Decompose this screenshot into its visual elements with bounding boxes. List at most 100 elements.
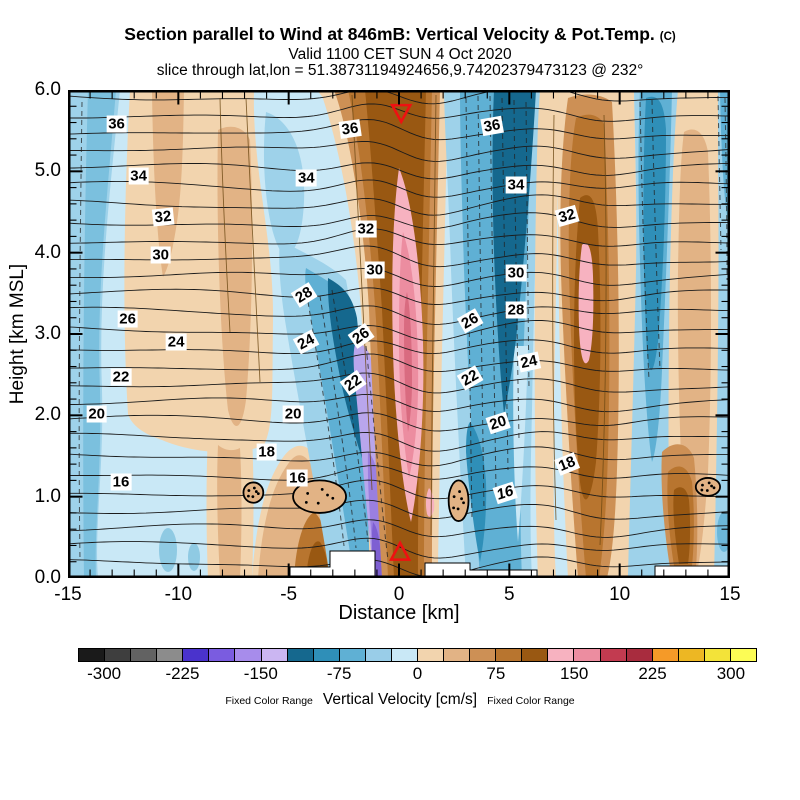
stipple-dot	[316, 501, 320, 505]
x-tick-label: -15	[54, 584, 82, 605]
stipple-dot	[331, 496, 335, 500]
stipple-dot	[456, 507, 460, 511]
x-tick-label: 10	[609, 584, 631, 605]
colorbar-segment	[261, 649, 288, 661]
colorbar-segment	[418, 649, 445, 661]
stipple-dot	[705, 489, 709, 492]
isentrope-line	[68, 305, 729, 325]
triangle-up-marker-icon	[388, 540, 412, 561]
title-units-suffix: (C)	[659, 31, 676, 43]
title-text: Section parallel to Wind at 846mB: Verti…	[124, 24, 655, 44]
stipple-dot	[326, 493, 329, 497]
colorbar-segment	[470, 649, 497, 661]
isentrope-line	[68, 372, 729, 394]
colorbar-segment	[235, 649, 262, 661]
colorbar-tick-label: 75	[486, 664, 506, 683]
stipple-dot	[251, 495, 255, 499]
isentrope-line	[68, 141, 729, 162]
cross-section-plot	[68, 90, 730, 578]
colorbar-segment	[496, 649, 523, 661]
colorbar-segment	[157, 649, 184, 661]
stipple-dot	[246, 494, 250, 498]
isentrope-line	[68, 465, 729, 481]
colorbar-segment	[626, 649, 653, 661]
isentrope-line	[68, 103, 729, 122]
fixed-color-range-label-right: Fixed Color Range	[487, 695, 575, 707]
colorbar-segment	[391, 649, 419, 661]
slice-coords-subtitle: slice through lat,lon = 51.3873119492465…	[156, 62, 644, 79]
axis-ticks	[68, 90, 730, 578]
colorbar-tick-label: -225	[165, 664, 200, 683]
colorbar-title: Vertical Velocity [cm/s]	[322, 691, 478, 708]
stipple-dot	[701, 483, 704, 487]
colorbar-segment	[444, 649, 471, 661]
colorbar-segment	[131, 649, 158, 661]
plot-frame	[68, 90, 730, 578]
isentrope-line	[68, 119, 728, 141]
wind-parcel-markers	[388, 103, 413, 561]
isentrope-line	[68, 479, 729, 500]
colorbar-segment	[183, 649, 210, 661]
colorbar-swatches	[79, 649, 757, 661]
isentrope-line	[68, 212, 729, 230]
colorbar-tick-label: -150	[243, 664, 278, 683]
fixed-color-range-label-left: Fixed Color Range	[225, 695, 313, 707]
cloud-stipple-blob	[292, 479, 347, 514]
stipple-dot	[304, 500, 308, 504]
y-axis-title: Height [km MSL]	[7, 263, 28, 405]
colorbar-segment	[652, 649, 679, 661]
stipple-dot	[460, 497, 463, 501]
isentrope-lines	[68, 90, 729, 578]
isentrope-line	[68, 228, 729, 247]
x-tick-label: 5	[504, 584, 515, 605]
isentrope-line	[68, 179, 729, 198]
velocity-fill-bands	[68, 90, 730, 578]
cloud-stipple-blob	[447, 479, 470, 522]
stipple-dot	[256, 492, 260, 496]
stipple-dot	[700, 488, 704, 492]
isentrope-line	[68, 446, 728, 467]
stipple-dot	[462, 501, 465, 505]
isentrope-line	[68, 412, 729, 432]
y-tick-label: 3.0	[34, 323, 61, 344]
isentrope-line	[68, 519, 729, 538]
cloud-stipple-regions	[242, 477, 721, 522]
velocity-contour-lines	[78, 94, 728, 561]
isentrope-line	[68, 162, 729, 180]
triangle-down-marker-icon	[390, 103, 413, 125]
stipple-dot	[707, 481, 711, 485]
colorbar	[78, 648, 757, 662]
plot-canvas	[68, 90, 730, 578]
y-tick-label: 6.0	[34, 79, 61, 100]
colorbar-tick-label: 0	[412, 664, 423, 683]
isentrope-line	[68, 393, 729, 413]
isentrope-line	[68, 319, 729, 342]
colorbar-segment	[79, 649, 106, 661]
stipple-dot	[320, 487, 324, 491]
colorbar-segment	[548, 649, 575, 661]
x-axis-title: Distance [km]	[338, 602, 460, 624]
stipple-dot	[710, 484, 713, 488]
colorbar-tick-label: 300	[716, 664, 746, 683]
stipple-dot	[254, 490, 258, 493]
cloud-stipple-blob	[694, 477, 721, 497]
stipple-dot	[712, 486, 716, 490]
x-tick-label: -5	[280, 584, 298, 605]
y-tick-label: 0.0	[34, 567, 61, 588]
colorbar-segment	[522, 649, 549, 661]
cloud-stipple-blob	[242, 481, 265, 504]
isentrope-line	[68, 353, 729, 373]
colorbar-segment	[704, 649, 731, 661]
colorbar-tick-label: 225	[638, 664, 667, 683]
isentrope-line	[68, 287, 729, 305]
y-tick-label: 5.0	[34, 160, 61, 182]
stipple-dot	[252, 486, 256, 490]
stipple-dot	[247, 489, 251, 492]
colorbar-segment	[600, 649, 627, 661]
colorbar-segment	[287, 649, 314, 661]
colorbar-tick-label: -300	[87, 664, 122, 683]
colorbar-segment	[209, 649, 236, 661]
colorbar-segment	[730, 649, 757, 661]
isentrope-line	[68, 194, 728, 216]
colorbar-tick-label: 150	[560, 664, 589, 683]
